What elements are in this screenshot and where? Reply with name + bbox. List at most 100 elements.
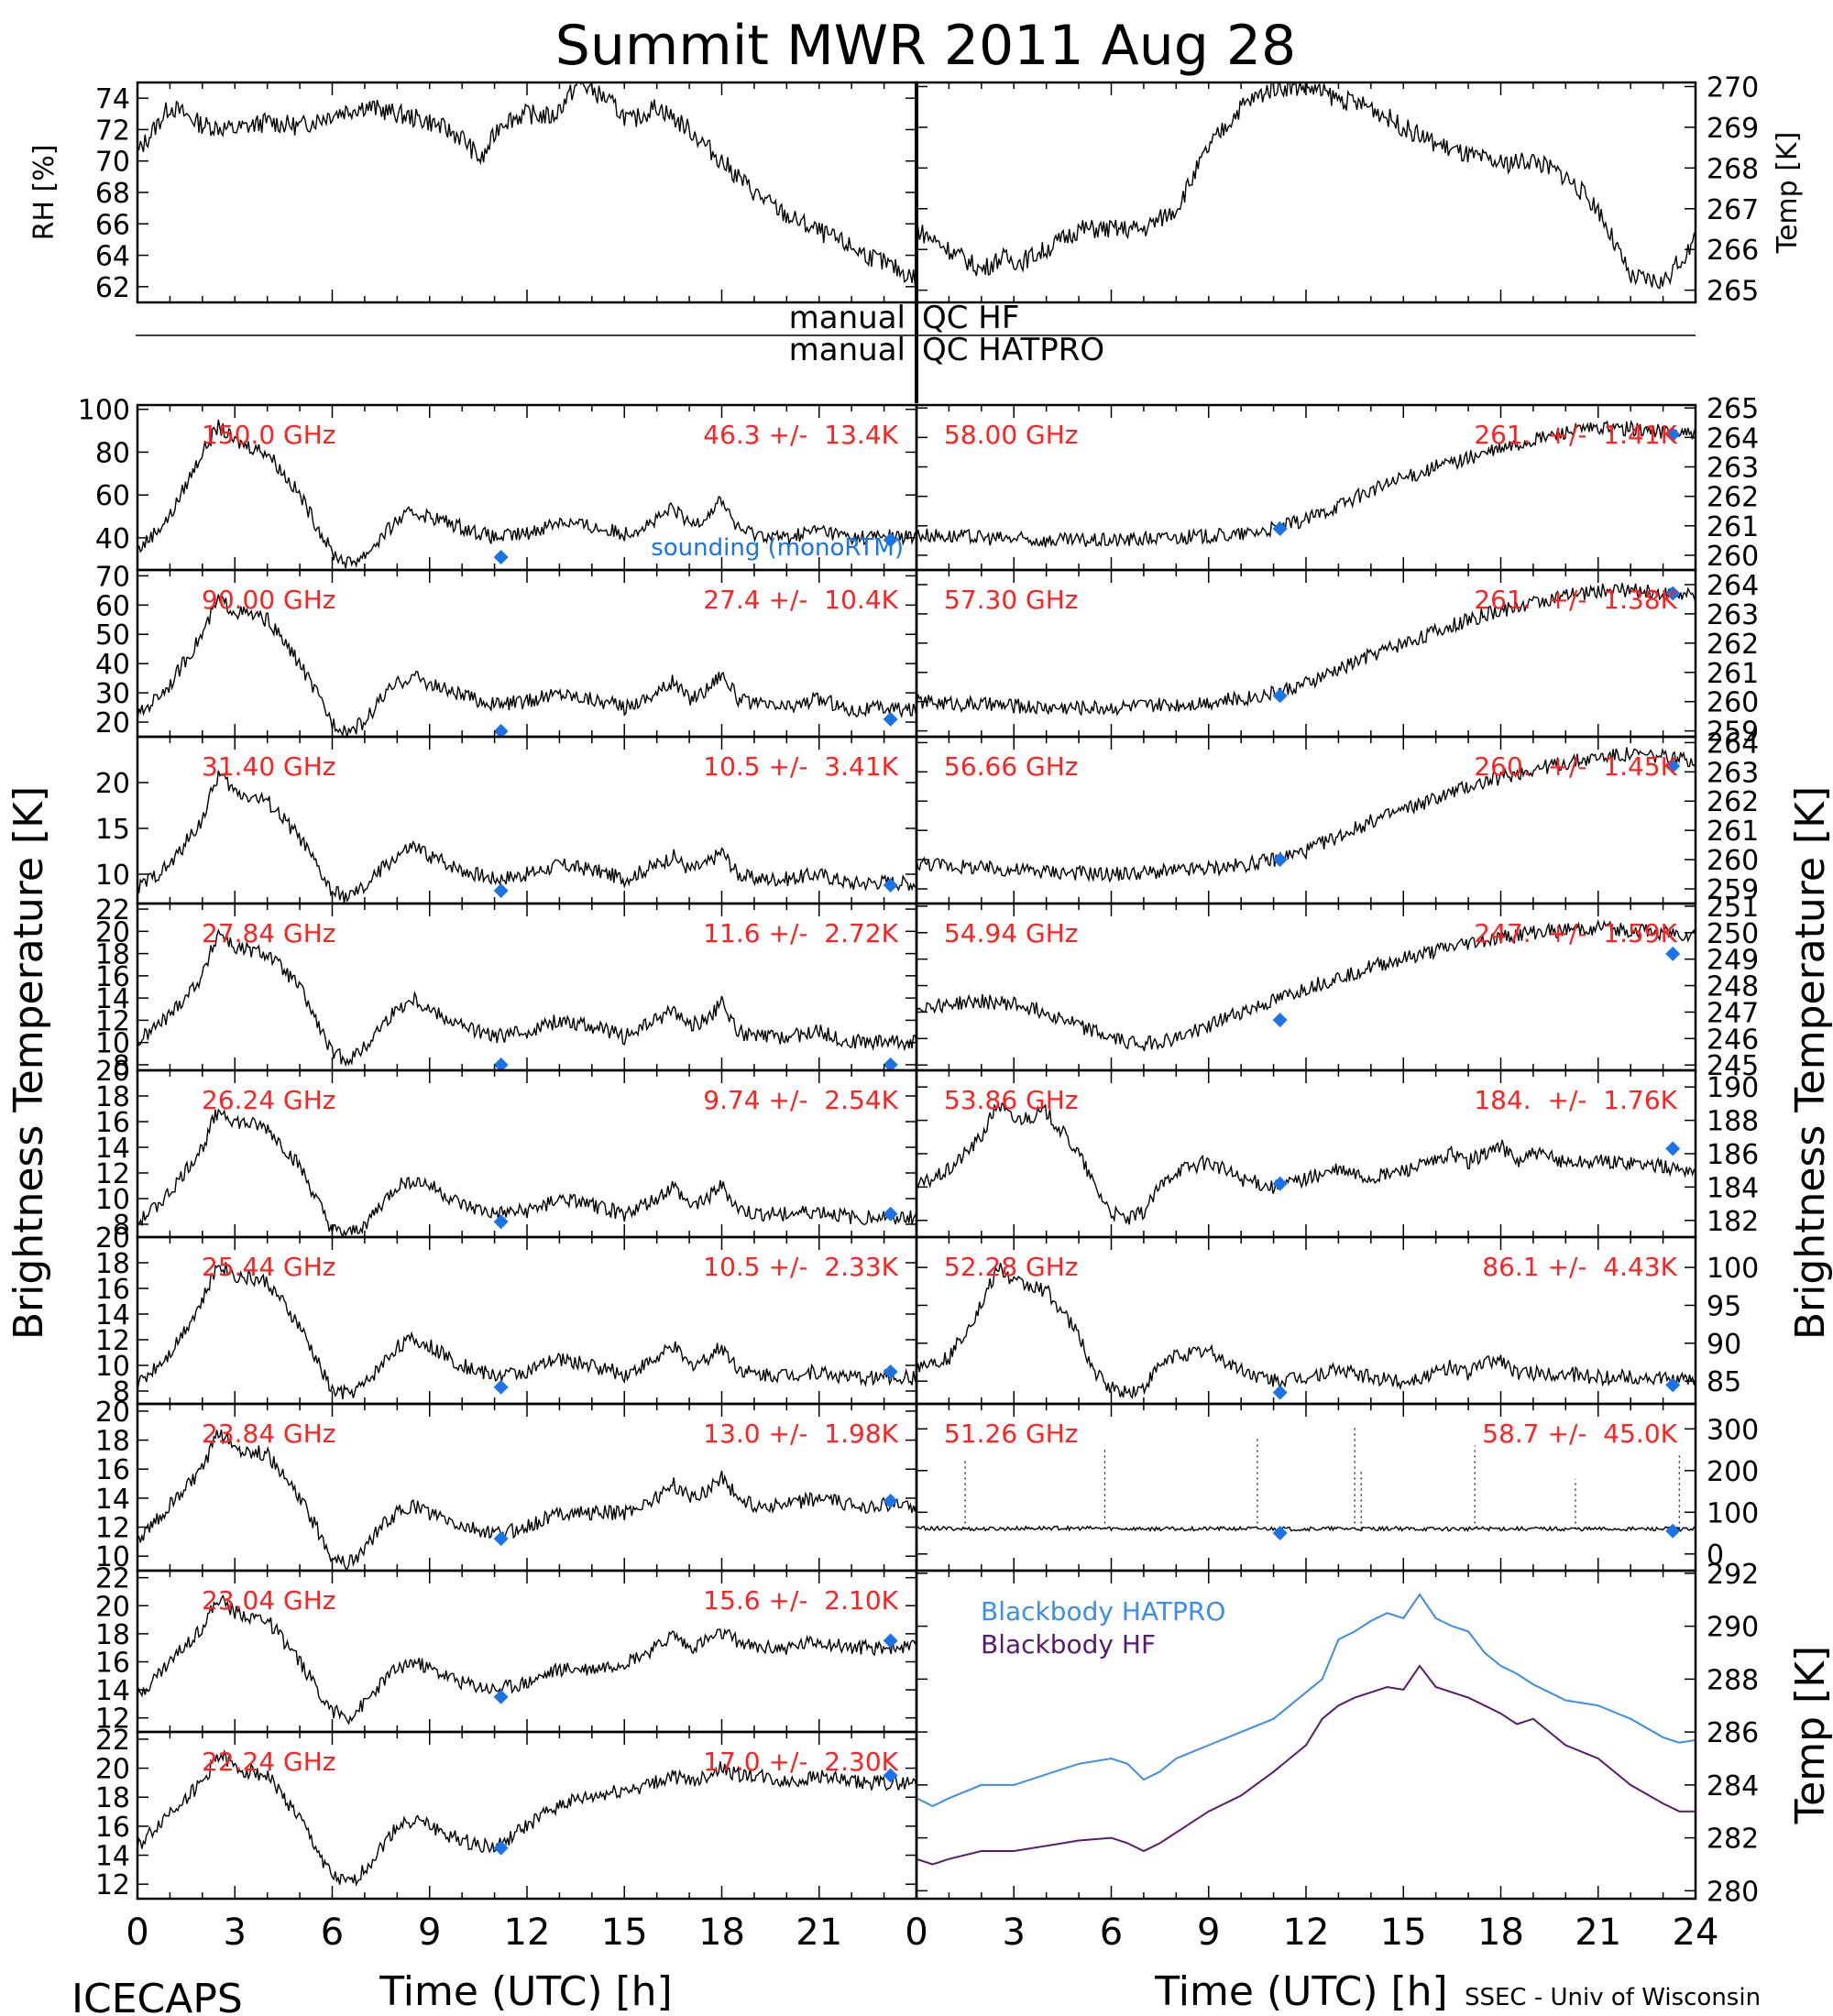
x-tick-label: 0 [905,1912,927,1954]
sounding-marker [493,1840,509,1856]
y-tick-label: 264 [1707,570,1759,602]
y-tick-label: 68 [95,178,130,210]
y-tick-label: 8 [113,1050,130,1082]
y-tick-label: 266 [1707,235,1759,267]
y-tick-label: 30 [95,678,130,710]
y-tick-label: 70 [95,147,130,179]
channel-stats: 261. +/- 1.38K [1474,585,1677,615]
panel-ch-150: 40 60 80 100 150.0 GHz 46.3 +/- 13.4K sounding… [78,395,918,572]
sounding-marker [1272,852,1288,868]
x-tick-label: 21 [796,1912,842,1954]
sounding-marker [1272,1526,1288,1541]
series-line [916,583,1696,717]
panel-data [137,1108,916,1237]
sounding-marker [883,1633,898,1649]
y-tick-label: 85 [1707,1366,1741,1398]
y-tick-label: 245 [1707,1050,1759,1082]
y-tick-label: 15 [95,814,130,846]
y-tick-label: 267 [1707,194,1759,226]
sounding-marker [1272,1013,1288,1028]
qc-row-1-left: manual [789,300,906,336]
series-line [137,1748,916,1887]
y-tick-label: 188 [1707,1106,1759,1138]
x-tick-label: 6 [1100,1912,1123,1954]
channel-label: 58.00 GHz [944,420,1079,450]
y-tick-label: 200 [1707,1456,1759,1488]
channel-stats: 86.1 +/- 4.43K [1482,1252,1677,1282]
y-tick-label: 282 [1707,1824,1759,1856]
y-tick-label: 265 [1707,393,1759,425]
y-tick-label: 0 [1707,1539,1724,1572]
y-tick-label: 8 [113,1210,130,1242]
x-tick-label: 12 [504,1912,551,1954]
panel-data [916,82,1696,290]
panel-temp: 265 266 267 268 269 270 Temp [K] [915,71,1804,308]
channel-stats: 9.74 +/- 2.54K [703,1085,898,1115]
y-tick-label: 261 [1707,816,1759,848]
y-tick-label: 14 [95,983,130,1015]
sounding-marker [493,1531,509,1547]
channel-stats: 27.4 +/- 10.4K [703,585,898,615]
y-tick-label: 80 [95,437,130,469]
y-tick-label: 90 [1707,1329,1741,1361]
y-tick-label: 40 [95,523,130,555]
panel-data [137,1262,916,1400]
channel-stats: 11.6 +/- 2.72K [703,918,898,948]
channel-stats: 10.5 +/- 3.41K [703,751,898,782]
x-axis-label-left: Time (UTC) [h] [379,1968,672,2015]
y-tick-label: 290 [1707,1612,1759,1644]
sounding-marker [1665,1523,1681,1539]
channel-label: 57.30 GHz [944,585,1079,615]
y-tick-label: 8 [113,1376,130,1408]
channel-stats: 46.3 +/- 13.4K [703,420,898,450]
sounding-marker [883,532,898,548]
y-tick-label: 10 [95,1184,130,1216]
y-tick-label: 16 [95,1274,130,1306]
channel-stats: 260. +/- 1.45K [1474,751,1677,782]
y-tick-label: 248 [1707,971,1759,1003]
y-tick-label: 14 [95,1675,130,1707]
channel-stats: 15.6 +/- 2.10K [703,1585,898,1616]
y-tick-label: 12 [95,1158,130,1190]
series-line [916,1101,1696,1225]
series-line [916,747,1696,883]
y-tick-label: 260 [1707,845,1759,877]
y-tick-label: 20 [95,1397,130,1429]
y-tick-label: 62 [95,272,130,304]
y-tick-label: 16 [95,1107,130,1139]
footer-credit-label: SSEC - Univ of Wisconsin [1465,1984,1761,2011]
panel-data [916,1593,1696,1866]
sounding-annotation: sounding (monoRTM) [651,534,904,562]
sounding-marker [883,1057,898,1070]
sounding-marker [1272,1385,1288,1400]
channel-label: 56.66 GHz [944,751,1079,782]
y-tick-label: 100 [1707,1497,1759,1529]
y-tick-label: 66 [95,209,130,241]
channel-label: 25.44 GHz [202,1252,336,1282]
sounding-marker [1665,586,1681,601]
y-tick-label: 20 [95,768,130,800]
channel-stats: 17.0 +/- 2.30K [703,1747,898,1777]
panel-data [137,770,916,904]
y-tick-label: 22 [95,894,130,926]
y-tick-label: 250 [1707,918,1759,950]
channel-label: 31.40 GHz [202,751,336,782]
panel-data [916,1424,1696,1541]
y-tick-label: 20 [95,1754,130,1786]
x-tick-label: 18 [698,1912,745,1954]
x-tick-label: 9 [1197,1912,1220,1954]
y-tick-label: 270 [1707,71,1759,104]
series-line [137,419,916,569]
x-tick-label: 24 [1673,1912,1719,1954]
right-axis-label: Brightness Temperature [K] [1787,786,1833,1340]
panel-axis-label: Temp [K] [1772,132,1804,255]
y-tick-label: 74 [95,83,130,115]
channel-stats: 261. +/- 1.41K [1474,420,1677,450]
panel-data [137,928,916,1070]
y-tick-label: 12 [95,1513,130,1545]
y-tick-label: 16 [95,1454,130,1486]
